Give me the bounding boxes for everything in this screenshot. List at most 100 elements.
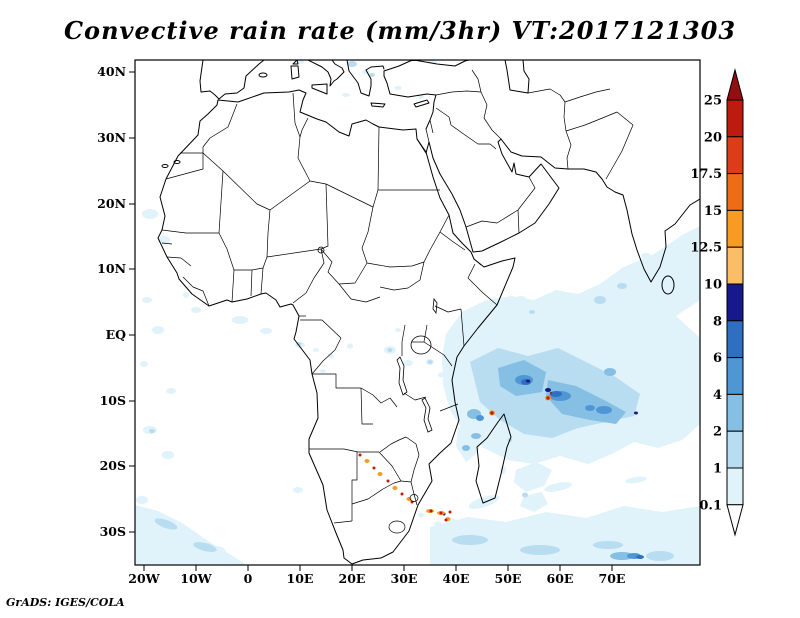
legend-cell [726,320,744,359]
coast-mallorca [258,72,268,78]
map-graphic [465,209,519,228]
map-graphic [634,411,638,415]
map-graphic [585,405,595,411]
map-graphic [351,452,358,521]
map-graphic [165,153,204,180]
map-graphic [297,136,311,182]
map-graphic [372,466,376,470]
map-graphic [617,283,627,289]
map-graphic [400,492,404,496]
x-axis-label: 70E [599,571,626,586]
map-graphic [439,231,466,251]
legend-cell [726,136,744,175]
map-graphic [430,506,700,565]
map-graphic [435,90,482,96]
map-graphic [520,492,548,512]
map-graphic [527,88,566,103]
map-graphic [142,297,152,303]
map-graphic [460,308,465,347]
lake-tanganyika [396,356,408,396]
legend-cell [726,209,744,248]
legend-cell [726,99,744,138]
map-graphic [625,476,647,484]
map-graphic [480,91,502,140]
legend-arrow-top [726,68,744,101]
map-graphic [471,69,482,93]
map-graphic [260,328,272,334]
map-graphic [517,209,520,234]
map-graphic [202,103,238,153]
map-graphic [439,403,459,412]
map-graphic [448,510,452,514]
lakes [317,246,438,433]
map-graphic [342,93,350,97]
map-graphic [462,445,470,451]
y-axis-label: 30S [100,524,126,539]
map-graphic [565,130,572,170]
coast-arabia [416,138,560,253]
grads-credit: GrADS: IGES/COLA [6,596,125,609]
map-graphic [292,92,301,138]
map-graphic [313,348,319,352]
map-graphic [456,422,484,462]
y-axis: 40N 30N 20N 10N EQ 10S 20S 30S [97,64,135,539]
legend-cell [726,430,744,469]
map-graphic [193,542,217,552]
border-lesotho [388,520,406,534]
y-axis-label: 10S [100,393,126,408]
coast-caspian [504,60,530,94]
legend-label: 4 [713,388,722,403]
map-graphic [392,486,398,490]
country-borders [161,69,634,534]
legend-cell [726,357,744,395]
map-graphic [429,509,433,513]
map-graphic [377,472,383,476]
map-graphic [309,180,374,208]
map-graphic [471,433,481,439]
map-graphic [439,511,443,515]
rain-shading-0p1-1 [135,60,700,565]
map-graphic [358,453,362,457]
map-graphic [663,288,673,296]
map-graphic [162,451,174,459]
map-graphic [438,372,444,378]
rain-shading-heavy-red [358,391,553,522]
map-graphic [361,206,374,264]
rain-shading-6-8 [521,379,644,559]
legend-label: 12.5 [690,241,722,256]
map-graphic [231,269,235,303]
coast-crete [370,102,386,108]
map-graphic [596,406,612,414]
map-graphic [260,267,264,295]
map-graphic [347,343,353,349]
map-graphic [309,448,379,453]
legend-cell [726,393,744,432]
map-graphic [218,170,224,234]
coast-canary-2 [173,160,181,164]
map-graphic [435,107,452,126]
map-graphic [535,317,545,323]
legend-cell [726,246,744,285]
coast-iran-india [500,138,700,283]
map-graphic [423,341,453,367]
map-graphic [321,319,342,339]
map-graphic [218,232,235,271]
map-graphic [517,176,536,211]
coast-blacksea [383,60,470,72]
x-axis-label: 10E [287,571,314,586]
map-graphic [320,369,326,373]
y-axis-label: 20S [100,458,126,473]
map-graphic [522,492,528,498]
map-graphic [418,95,424,99]
map-graphic [564,88,611,103]
map-graphic [296,342,302,346]
lake-malawi [421,397,433,433]
coast-africa [157,89,516,565]
coast-srilanka [661,275,675,295]
map-graphic [549,391,553,395]
plot-title: Convective rain rate (mm/3hr) VT:2017121… [64,16,736,45]
map-graphic [232,316,248,324]
map-graphic [452,535,488,545]
map-graphic [401,324,406,356]
x-axis-label: 20E [339,571,366,586]
